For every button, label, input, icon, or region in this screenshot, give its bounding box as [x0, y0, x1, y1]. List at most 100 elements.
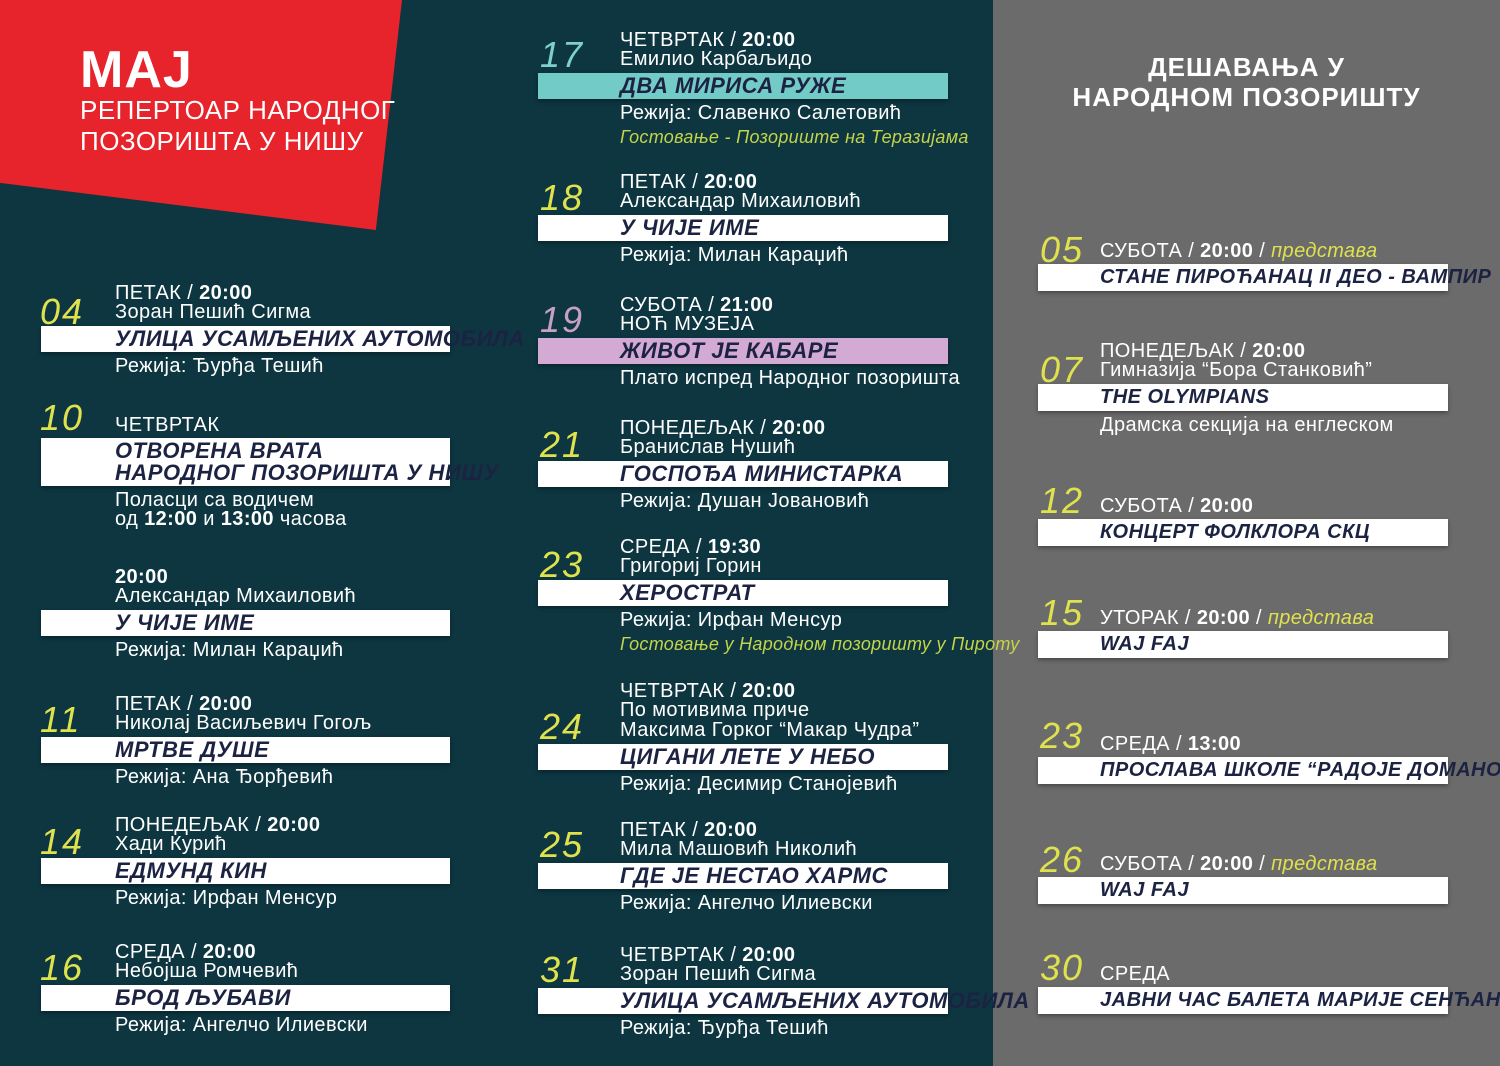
- event-author: Зоран Пешић Сигма: [620, 963, 817, 985]
- event-note: Плато испред Народног позоришта: [620, 367, 961, 389]
- event-day-number: 24: [540, 706, 585, 747]
- event-date: СРЕДА / 19:30: [620, 537, 1500, 557]
- event: 07 ПОНЕДЕЉАК / 20:00 Гимназија “Бора Ста…: [0, 341, 1500, 435]
- event-title-line2: НАРОДНОГ ПОЗОРИШТА У НИШУ: [115, 460, 499, 485]
- event-title-bar: ХЕРОСТРАТ: [538, 580, 948, 606]
- event-day-number: 23: [540, 544, 585, 585]
- event-title-bar: БРОД ЉУБАВИ: [41, 985, 450, 1011]
- event: 31 ЧЕТВРТАК / 20:00 Зоран Пешић Сигма УЛ…: [0, 945, 1500, 1038]
- event-day: ПЕТАК /: [620, 171, 705, 193]
- event-day-number: 19: [540, 299, 585, 340]
- event-note: Режија: Славенко Салетовић: [620, 102, 902, 124]
- event-title-bar: У ЧИЈЕ ИМЕ: [538, 215, 948, 241]
- event: 24 ЧЕТВРТАК / 20:00 По мотивима приче Ма…: [0, 681, 1500, 794]
- event-date: ПЕТАК / 20:00: [115, 283, 1500, 303]
- event-day-number: 26: [1040, 839, 1085, 880]
- event-day: ЧЕТВРТАК /: [620, 29, 743, 51]
- event-author: Хади Курић: [115, 833, 227, 855]
- event-day-number: 04: [40, 291, 85, 332]
- event-time: 20:00: [742, 944, 796, 966]
- event-day-number: 05: [1040, 229, 1085, 270]
- event-separator: /: [1250, 607, 1268, 629]
- event-day-number: 10: [40, 397, 85, 438]
- event-note: Режија: Милан Караџић: [620, 244, 849, 266]
- event: 12 СУБОТА / 20:00 КОНЦЕРТ ФОЛКЛОРА СКЦ: [0, 480, 1500, 546]
- event-day-number: 21: [540, 424, 585, 465]
- event-note: Режија: Милан Караџић: [115, 639, 344, 661]
- event-day-number: 11: [40, 699, 82, 740]
- event-date: 20:00: [115, 567, 1500, 587]
- event: 11 ПЕТАК / 20:00 Николај Васиљевич Гогољ…: [0, 694, 1500, 787]
- event-time: 20:00: [1200, 495, 1254, 517]
- event-day-number: 25: [540, 824, 585, 865]
- event-note: Режија: Ангелчо Илиевски: [115, 1014, 368, 1036]
- event-author: НОЋ МУЗЕЈА: [620, 313, 755, 335]
- event-note: Режија: Ана Ђорђевић: [115, 766, 334, 788]
- event-day-number: 15: [1040, 592, 1085, 633]
- event: 18 ПЕТАК / 20:00 Александар Михаиловић У…: [0, 172, 1500, 265]
- event-date: УТОРАК / 20:00 / представа: [1100, 608, 1500, 628]
- event-title: КОНЦЕРТ ФОЛКЛОРА СКЦ: [1100, 521, 1370, 543]
- event-time: 20:00: [267, 814, 321, 836]
- event-time: 20:00: [115, 566, 169, 588]
- event-time: 20:00: [1196, 607, 1250, 629]
- event-title-bar: ПРОСЛАВА ШКОЛЕ “РАДОЈЕ ДОМАНОВИЋ”: [1038, 757, 1500, 784]
- event-day: СУБОТА /: [1100, 240, 1201, 262]
- right-panel-title-line2: НАРОДНОМ ПОЗОРИШТУ: [1072, 82, 1421, 112]
- event-author: Григориј Горин: [620, 555, 762, 577]
- event-note: Режија: Ангелчо Илиевски: [620, 892, 873, 914]
- event-date: ЧЕТВРТАК / 20:00: [620, 681, 1500, 701]
- event-title: WAJ FAJ: [1100, 879, 1190, 901]
- event-note: Режија: Ирфан Менсур: [620, 609, 843, 631]
- event-time: 20:00: [742, 680, 796, 702]
- event: 30 СРЕДА ЈАВНИ ЧАС БАЛЕТА МАРИЈЕ СЕНЋАНС…: [0, 947, 1500, 1014]
- note-text: од: [115, 508, 145, 530]
- right-panel-title: ДЕШАВАЊА У НАРОДНОМ ПОЗОРИШТУ: [993, 52, 1500, 112]
- event-day: СРЕДА /: [1100, 733, 1188, 755]
- event-title: ЕДМУНД КИН: [115, 858, 267, 883]
- event-title: ХЕРОСТРАТ: [620, 580, 755, 605]
- event-day: ПОНЕДЕЉАК /: [1100, 340, 1253, 362]
- event-day-number: 30: [1040, 947, 1085, 988]
- event-time: 21:00: [720, 294, 774, 316]
- event-time: 20:00: [704, 171, 758, 193]
- event-author-line2: Максима Горког “Макар Чудра”: [620, 719, 920, 741]
- note-time-1: 12:00: [144, 508, 198, 530]
- event-title-bar: ОТВОРЕНА ВРАТА НАРОДНОГ ПОЗОРИШТА У НИШУ: [41, 438, 499, 486]
- event-title: СТАНЕ ПИРОЋАНАЦ II ДЕО - ВАМПИР: [1100, 266, 1492, 288]
- event-title: ЦИГАНИ ЛЕТЕ У НЕБО: [620, 744, 875, 769]
- event-date: ПЕТАК / 20:00: [620, 820, 1500, 840]
- event-day-number: 17: [540, 34, 585, 75]
- event-author: Мила Машовић Николић: [620, 838, 858, 860]
- event-author: По мотивима приче: [620, 699, 810, 721]
- event: 20:00 Александар Михаиловић У ЧИЈЕ ИМЕ Р…: [0, 567, 1500, 660]
- event-title: У ЧИЈЕ ИМЕ: [115, 610, 255, 635]
- note-text: и: [197, 508, 221, 530]
- event: 17 ЧЕТВРТАК / 20:00 Емилио Карбаљидо ДВА…: [0, 30, 1500, 148]
- event-author: Небојша Ромчевић: [115, 960, 299, 982]
- event-day: ПОНЕДЕЉАК /: [115, 814, 268, 836]
- event-note: Режија: Десимир Станојевић: [620, 773, 898, 795]
- event-title-bar: ЕДМУНД КИН: [41, 858, 450, 884]
- event-time: 20:00: [772, 417, 826, 439]
- event-title-bar: УЛИЦА УСАМЉЕНИХ АУТОМОБИЛА: [538, 988, 1029, 1014]
- month-title: МАЈ: [80, 41, 193, 99]
- event-day: ПЕТАК /: [115, 693, 200, 715]
- event-author: Гимназија “Бора Станковић”: [1100, 359, 1373, 381]
- event-author: Зоран Пешић Сигма: [115, 301, 312, 323]
- event-day: УТОРАК /: [1100, 607, 1197, 629]
- event: 16 СРЕДА / 20:00 Небојша Ромчевић БРОД Љ…: [0, 942, 1500, 1035]
- event-type-label: представа: [1271, 240, 1378, 262]
- event: 15 УТОРАК / 20:00 / представа WAJ FAJ: [0, 592, 1500, 658]
- event-date: ЧЕТВРТАК / 20:00: [620, 30, 1500, 50]
- event-title-bar: ГОСПОЂА МИНИСТАРКА: [538, 461, 948, 487]
- event-title: ЖИВОТ ЈЕ КАБАРЕ: [620, 338, 839, 363]
- event-title: WAJ FAJ: [1100, 633, 1190, 655]
- event-title: БРОД ЉУБАВИ: [115, 985, 291, 1010]
- event: 05 СУБОТА / 20:00 / представа СТАНЕ ПИРО…: [0, 229, 1500, 291]
- event-day-number: 18: [540, 177, 585, 218]
- poster-subtitle-line2: ПОЗОРИШТА У НИШУ: [80, 126, 364, 156]
- event-date: СРЕДА: [1100, 964, 1500, 984]
- event-note: Драмска секција на енглеском: [1100, 414, 1394, 436]
- event-title-bar: ДВА МИРИСА РУЖЕ: [538, 73, 948, 99]
